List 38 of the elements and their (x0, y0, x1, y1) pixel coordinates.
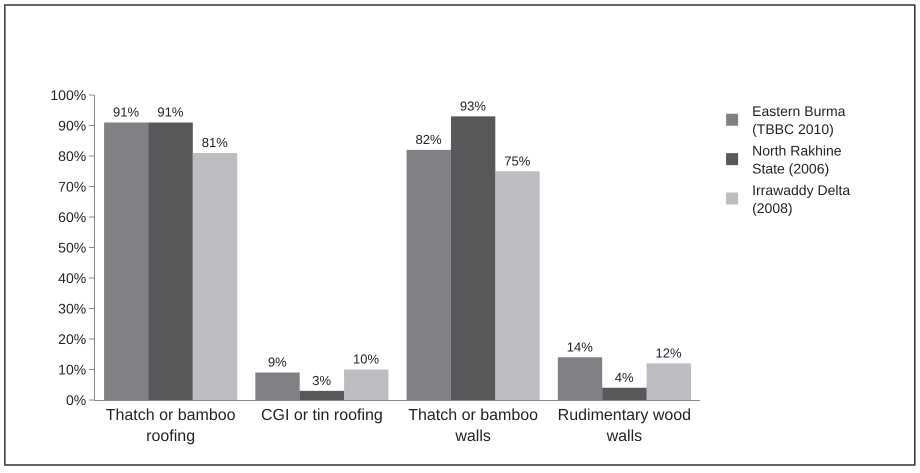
y-tick-label: 20% (58, 330, 86, 347)
legend-label: North Rakhine State (2006) (752, 142, 842, 177)
y-tick-label: 30% (58, 300, 86, 316)
x-tick-label: Thatch or bamboo walls (408, 407, 538, 445)
data-label: 9% (268, 354, 288, 370)
data-label: 81% (202, 134, 228, 150)
legend-label: Irrawaddy Delta (2008) (752, 182, 850, 216)
bar (192, 152, 238, 400)
data-label: 14% (566, 339, 594, 354)
bar (344, 370, 388, 400)
bar (300, 390, 344, 400)
x-tick-label: CGI or tin roofing (260, 407, 383, 424)
data-label: 3% (312, 372, 332, 388)
y-tick-label: 40% (58, 270, 86, 286)
y-tick-label: 10% (58, 361, 86, 378)
bar (495, 171, 540, 400)
y-tick-label: 50% (58, 239, 86, 256)
data-label: 10% (353, 352, 380, 366)
data-label: 75% (504, 153, 531, 168)
bar (450, 116, 496, 400)
bar (602, 388, 647, 400)
y-tick-label: 60% (58, 208, 86, 225)
bar (148, 122, 193, 400)
data-label: 91% (113, 104, 140, 120)
bar (646, 363, 691, 400)
data-label: 82% (416, 132, 442, 147)
data-label: 91% (157, 104, 184, 120)
x-tick-label: Thatch or bamboo roofing (106, 407, 236, 445)
x-tick-label: Rudimentary wood walls (558, 407, 692, 445)
data-label: 4% (614, 370, 634, 385)
y-tick-label: 80% (58, 148, 86, 164)
data-label: 93% (460, 98, 486, 114)
y-tick-label: 90% (58, 117, 86, 134)
y-tick-label: 70% (58, 178, 86, 194)
data-label: 12% (656, 345, 682, 360)
legend-label: Eastern Burma (TBBC 2010) (752, 103, 846, 138)
y-tick-label: 0% (66, 392, 86, 408)
y-tick-label: 100% (50, 86, 86, 103)
